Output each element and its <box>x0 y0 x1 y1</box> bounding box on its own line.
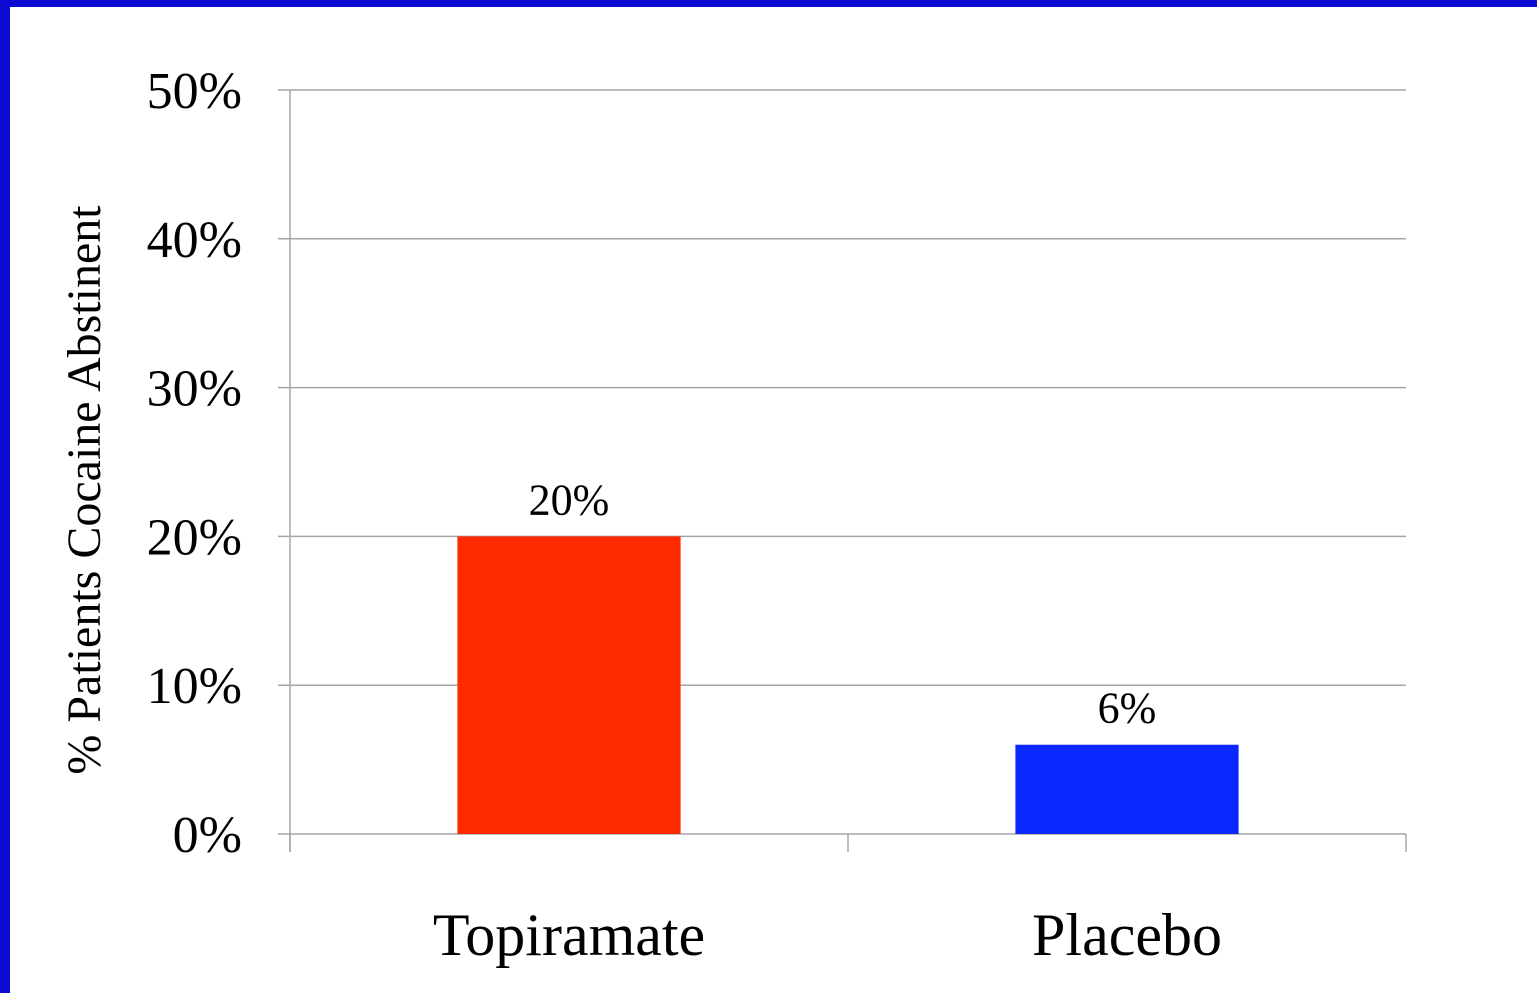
data-label-placebo: 6% <box>1098 684 1157 733</box>
data-label-topiramate: 20% <box>529 475 610 524</box>
x-tick-label-topiramate: Topiramate <box>433 902 705 968</box>
bars <box>457 536 1239 834</box>
gridlines <box>278 89 1407 852</box>
y-tick-label: 40% <box>147 212 242 269</box>
x-tick-label-placebo: Placebo <box>1032 902 1222 968</box>
bar-topiramate <box>457 536 681 834</box>
labels: 0% 10% 20% 30% 40% 50% 20% Topiramate 6% Placebo <box>147 63 1222 968</box>
bar-placebo <box>1015 744 1239 834</box>
y-tick-label: 20% <box>147 509 242 566</box>
y-tick-label: 10% <box>147 658 242 715</box>
y-tick-label: 50% <box>147 63 242 120</box>
y-tick-label: 0% <box>173 807 242 864</box>
y-axis-label: % Patients Cocaine Abstinent <box>58 205 111 775</box>
y-tick-label: 30% <box>147 361 242 418</box>
slide-panel <box>10 7 1537 993</box>
